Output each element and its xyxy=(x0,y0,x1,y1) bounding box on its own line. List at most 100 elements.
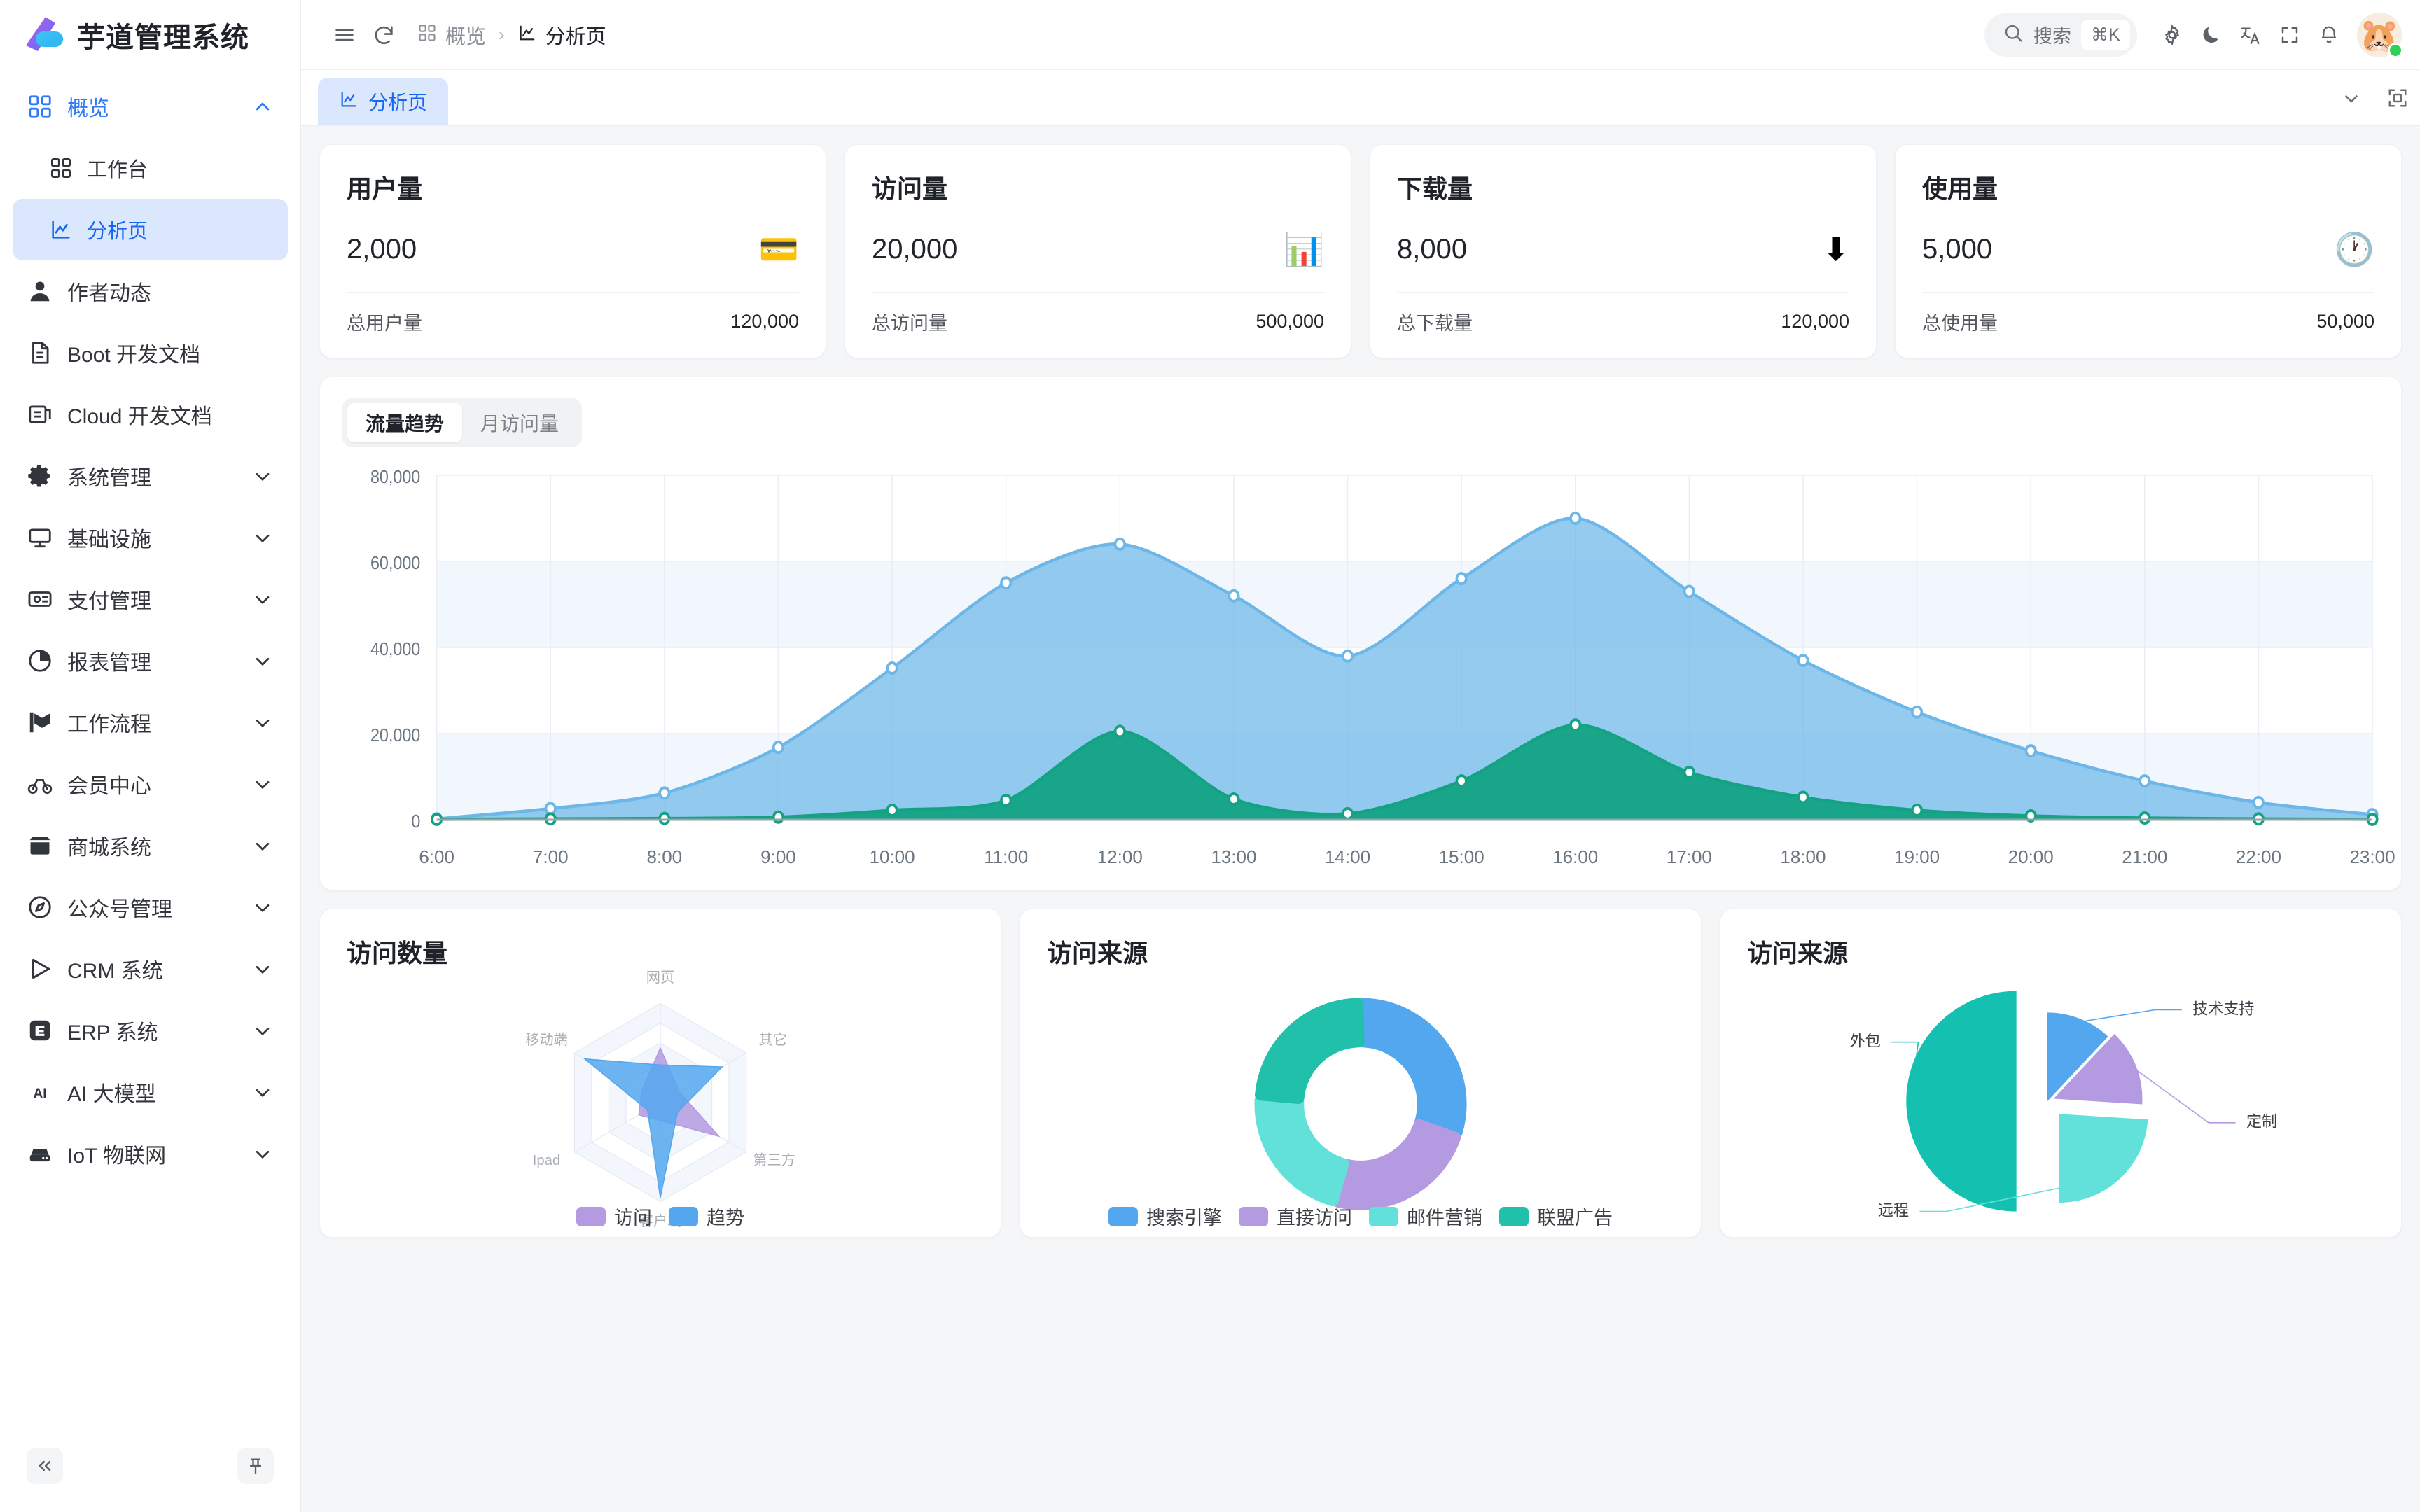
sidebar-item-1[interactable]: 工作台 xyxy=(13,137,288,199)
sidebar-item-11[interactable]: 会员中心 xyxy=(13,753,288,815)
xaxis-tick-label: 12:00 xyxy=(1097,846,1143,867)
clock-icon: 🕐 xyxy=(2334,231,2374,267)
sidebar-item-17[interactable]: IoT 物联网 xyxy=(13,1123,288,1184)
donut-chart[interactable] xyxy=(1020,968,1701,1237)
legend-item[interactable]: 搜索引擎 xyxy=(1108,1203,1222,1230)
legend-item[interactable]: 趋势 xyxy=(669,1203,744,1230)
sidebar-item-0[interactable]: 概览 xyxy=(13,76,288,137)
sidebar-item-label: 会员中心 xyxy=(67,775,151,798)
chart-line-icon xyxy=(49,218,73,241)
chevron-down-icon[interactable] xyxy=(251,1142,274,1165)
gear-icon[interactable] xyxy=(2153,15,2192,55)
stat-footer: 总下载量 120,000 xyxy=(1397,308,1849,335)
divider xyxy=(347,292,799,293)
sidebar-item-6[interactable]: 系统管理 xyxy=(13,445,288,507)
sidebar-item-8[interactable]: 支付管理 xyxy=(13,568,288,630)
payment-icon xyxy=(27,586,53,612)
legend-item[interactable]: 访问 xyxy=(576,1203,652,1230)
sidebar-item-4[interactable]: Boot 开发文档 xyxy=(13,322,288,384)
stat-title: 访问量 xyxy=(872,174,948,203)
svg-text:Ipad: Ipad xyxy=(533,1153,560,1168)
legend-label: 邮件营销 xyxy=(1407,1208,1482,1228)
sidebar-item-7[interactable]: 基础设施 xyxy=(13,507,288,568)
server-icon xyxy=(27,1140,53,1167)
sidebar-collapse-button[interactable] xyxy=(27,1448,63,1484)
stat-main-row: 8,000 ⬇ xyxy=(1397,227,1849,271)
stat-title: 下载量 xyxy=(1397,174,1473,203)
sidebar-item-5[interactable]: Cloud 开发文档 xyxy=(13,384,288,445)
refresh-icon[interactable] xyxy=(364,15,403,55)
sidebar-item-16[interactable]: AI AI 大模型 xyxy=(13,1061,288,1123)
xaxis-tick-label: 19:00 xyxy=(1894,846,1940,867)
sidebar-item-12[interactable]: 商城系统 xyxy=(13,815,288,876)
breadcrumb: 概览 › 分析页 xyxy=(417,20,606,50)
sidebar-item-13[interactable]: 公众号管理 xyxy=(13,876,288,938)
xaxis-tick-label: 23:00 xyxy=(2349,846,2395,867)
segment-1[interactable]: 月访问量 xyxy=(480,413,559,435)
divider xyxy=(872,292,1324,293)
segment-0[interactable]: 流量趋势 xyxy=(347,403,463,442)
chevron-down-icon[interactable] xyxy=(251,526,274,549)
sidebar-item-10[interactable]: 工作流程 xyxy=(13,692,288,753)
xaxis-tick-label: 11:00 xyxy=(984,846,1029,867)
translate-icon[interactable] xyxy=(2231,15,2270,55)
stat-total-label: 总使用量 xyxy=(1922,313,1998,334)
chevron-down-icon[interactable] xyxy=(251,465,274,487)
chevron-down-icon[interactable] xyxy=(251,1081,274,1103)
xaxis-tick-label: 22:00 xyxy=(2235,846,2281,867)
chevron-down-icon[interactable] xyxy=(251,958,274,980)
sidebar-item-14[interactable]: CRM 系统 xyxy=(13,938,288,1000)
chevron-down-icon[interactable] xyxy=(2328,70,2374,125)
sidebar-item-15[interactable]: ERP 系统 xyxy=(13,1000,288,1061)
tab-analysis[interactable]: 分析页 xyxy=(318,78,449,125)
chevron-down-icon[interactable] xyxy=(251,834,274,857)
radar-chart[interactable]: 网页 其它 第三方 客户端 Ipad 移动端 xyxy=(320,968,1001,1237)
stat-total-value: 120,000 xyxy=(730,311,799,332)
divider xyxy=(1922,292,2374,293)
traffic-chart[interactable]: 0 20,000 40,000 60,000 80,000 xyxy=(342,465,2379,844)
maximize-icon[interactable] xyxy=(2374,70,2420,125)
xaxis-tick-label: 9:00 xyxy=(760,846,796,867)
breadcrumb-item-overview[interactable]: 概览 xyxy=(417,20,486,50)
search-input[interactable]: 搜索 ⌘K xyxy=(1984,13,2137,57)
hamburger-icon[interactable] xyxy=(325,15,364,55)
monitor-icon xyxy=(27,524,53,551)
legend-item[interactable]: 直接访问 xyxy=(1239,1203,1352,1230)
xaxis-tick-label: 21:00 xyxy=(2122,846,2168,867)
fullscreen-icon[interactable] xyxy=(2270,15,2309,55)
visit-count-panel: 访问数量 网页 其它 第三方 客户端 Ipad 移动端 访问 趋势 xyxy=(319,909,1001,1238)
sidebar-pin-button[interactable] xyxy=(237,1448,274,1484)
breadcrumb-item-analysis[interactable]: 分析页 xyxy=(517,20,606,50)
legend-item[interactable]: 邮件营销 xyxy=(1369,1203,1482,1230)
sidebar-item-label: 支付管理 xyxy=(67,590,151,613)
chevron-down-icon[interactable] xyxy=(251,1019,274,1042)
sidebar: 芋道管理系统 概览 工作台 分析页 作者动态 Boot 开发文档 Cloud 开发文档 系统… xyxy=(0,0,301,1512)
chevron-down-icon[interactable] xyxy=(251,588,274,610)
pie-slice-label: 定制 xyxy=(2246,1113,2277,1130)
sidebar-item-3[interactable]: 作者动态 xyxy=(13,260,288,322)
legend-label: 搜索引擎 xyxy=(1146,1208,1222,1228)
chevron-down-icon[interactable] xyxy=(251,711,274,734)
bell-icon[interactable] xyxy=(2309,15,2349,55)
chevron-up-icon[interactable] xyxy=(251,95,274,118)
moon-icon[interactable] xyxy=(2192,15,2231,55)
flag-icon xyxy=(27,709,53,736)
sidebar-item-2[interactable]: 分析页 xyxy=(13,199,288,260)
chevron-down-icon[interactable] xyxy=(251,650,274,672)
traffic-chart-xaxis: 6:00 7:00 8:00 9:00 10:00 11:00 12:00 13:00 14:0… xyxy=(342,844,2395,883)
stat-total-label: 总访问量 xyxy=(872,313,947,334)
chevron-down-icon[interactable] xyxy=(251,773,274,795)
legend-item[interactable]: 联盟广告 xyxy=(1499,1203,1613,1230)
stat-value: 8,000 xyxy=(1397,233,1468,265)
donut-legend: 搜索引擎 直接访问 邮件营销 联盟广告 xyxy=(1020,1203,1701,1230)
sidebar-item-9[interactable]: 报表管理 xyxy=(13,630,288,692)
chevron-down-icon[interactable] xyxy=(251,896,274,918)
breadcrumb-label: 分析页 xyxy=(545,25,606,48)
sidebar-logo[interactable]: 芋道管理系统 xyxy=(0,0,300,70)
svg-text:0: 0 xyxy=(411,812,420,832)
panel-title: 访问数量 xyxy=(347,939,448,967)
pie-chart[interactable]: 技术支持 定制 远程 外包 xyxy=(1720,968,2401,1237)
sidebar-item-label: 公众号管理 xyxy=(67,898,172,921)
avatar[interactable]: 🐹 xyxy=(2357,12,2403,58)
xaxis-tick-label: 14:00 xyxy=(1324,846,1371,867)
